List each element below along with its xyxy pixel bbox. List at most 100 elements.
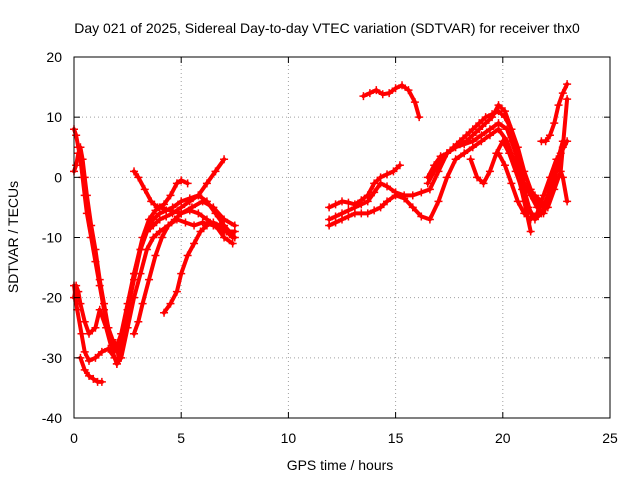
data-point [95,275,104,284]
axis-ticks: 0 5 10 15 20 25 -40 -30 -20 -10 0 10 20 [42,49,618,446]
data-point [558,173,567,182]
data-point [215,221,224,230]
y-tick-label: 0 [54,169,62,185]
data-point [398,81,407,90]
data-point [80,173,89,182]
data-point [344,212,353,221]
data-point [153,203,162,212]
data-point [166,191,175,200]
data-point [530,191,539,200]
data-point [391,84,400,93]
data-point [85,356,94,365]
data-point [563,80,572,89]
data-point [157,233,166,242]
data-point [425,185,434,194]
data-point [357,200,366,209]
series-line [468,139,570,222]
data-point [220,233,229,242]
data-point [185,206,194,215]
data-point [222,227,231,236]
data-point [170,215,179,224]
data-point [408,191,417,200]
data-point [194,209,203,218]
data-point [331,218,340,227]
data-point [391,191,400,200]
data-point [80,317,89,326]
data-point [338,197,346,206]
data-point [494,149,503,158]
data-point [466,155,475,164]
data-point [365,89,374,98]
data-point [370,206,379,215]
data-point [211,167,220,176]
data-point [82,191,91,200]
data-point [400,194,409,203]
data-point [389,167,398,176]
data-point [136,245,145,254]
data-point [166,299,175,308]
data-point [425,215,434,224]
data-point [550,119,559,128]
data-point [468,131,477,140]
data-point [511,167,520,176]
data-point [104,323,113,332]
data-point [526,215,535,224]
data-point [494,101,503,110]
data-point [417,188,426,197]
data-point [177,209,186,218]
data-point [100,299,109,308]
data-point [545,173,554,182]
data-point [97,347,106,356]
data-point [76,143,85,152]
series-group [70,80,572,386]
series-arc-18 [494,149,572,224]
data-point [331,200,340,209]
data-point [78,155,87,164]
y-tick-label: 20 [46,49,62,65]
data-point [485,167,494,176]
data-point [220,155,229,164]
data-point [80,365,89,374]
x-tick-label: 5 [177,430,185,446]
data-point [500,107,509,116]
data-point [436,158,445,167]
series-line [162,220,235,315]
data-point [372,86,381,95]
data-point [183,251,192,260]
data-point [563,95,572,104]
y-tick-label: -30 [42,350,62,366]
x-axis-label: GPS time / hours [287,457,394,473]
data-point [162,212,171,221]
data-point [507,179,516,188]
data-point [160,308,169,317]
data-point [539,191,548,200]
data-point [494,125,503,134]
data-point [430,167,439,176]
data-point [533,209,542,218]
data-point [177,176,186,185]
x-tick-label: 15 [388,430,404,446]
data-point [552,155,561,164]
data-point [338,215,346,224]
series-arc-4 [70,143,229,350]
data-point [177,269,186,278]
data-point [190,221,199,230]
data-point [91,245,100,254]
data-point [140,185,149,194]
data-point [77,329,86,338]
data-point [443,149,452,158]
data-point [147,197,156,206]
series-line [361,83,422,120]
series-line [496,151,570,222]
data-point [97,377,106,386]
data-point [76,299,85,308]
data-point [423,179,432,188]
data-point [460,149,469,158]
data-point [498,137,507,146]
series-arc-8 [160,218,237,317]
data-point [196,227,205,236]
data-point [80,347,89,356]
data-point [520,209,529,218]
data-point [91,323,100,332]
data-point [462,137,471,146]
